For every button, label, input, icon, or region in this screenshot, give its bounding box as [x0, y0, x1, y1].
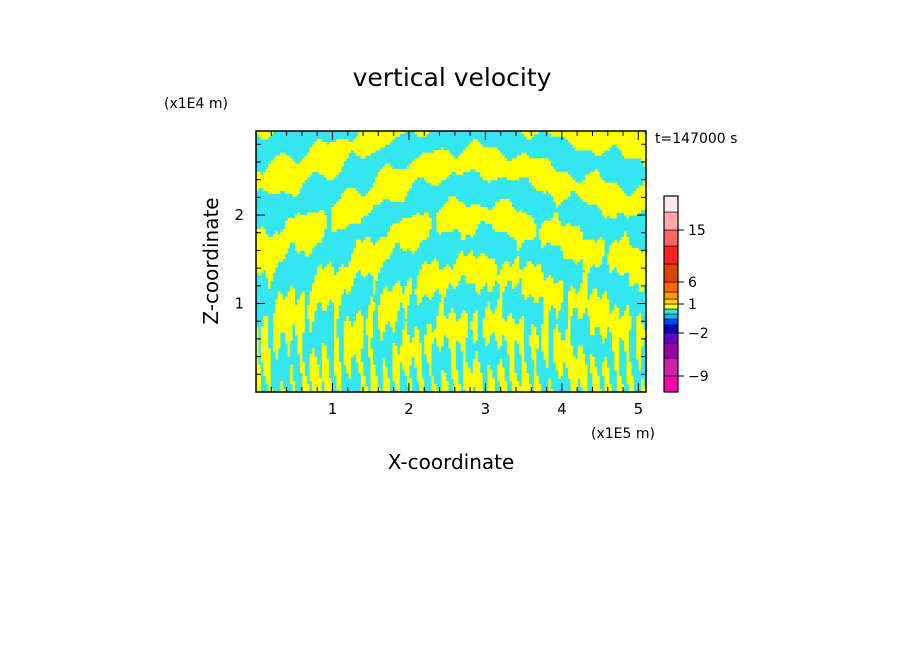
colorbar-swatch: [663, 375, 679, 393]
colorbar-swatch: [663, 298, 679, 305]
y-unit-label: (x1E4 m): [164, 96, 228, 112]
colorbar-swatch: [663, 211, 679, 231]
x-tick-label: 4: [557, 400, 567, 418]
colorbar-swatch: [663, 342, 679, 359]
x-tick-label: 1: [328, 400, 338, 418]
time-label: t=147000 s: [655, 131, 737, 147]
y-axis-ticks: 12: [234, 143, 646, 375]
colorbar-swatch: [663, 313, 679, 320]
colorbar-swatch: [663, 229, 679, 247]
colorbar: 15 6 1 −2 −9: [663, 195, 709, 393]
colorbar-tick-label: 1: [688, 297, 697, 313]
velocity-field: [256, 131, 647, 393]
colorbar-tick-label: −9: [688, 369, 709, 385]
x-tick-label: 3: [481, 400, 491, 418]
x-tick-label: 2: [404, 400, 414, 418]
colorbar-swatch: [663, 291, 679, 300]
colorbar-swatch: [663, 308, 679, 315]
x-axis-label: X-coordinate: [388, 450, 515, 474]
plot-frame: [255, 130, 647, 393]
colorbar-swatch: [663, 324, 679, 334]
field-positive-region: [256, 131, 647, 393]
colorbar-swatch: [663, 318, 679, 326]
colorbar-swatch: [663, 263, 679, 283]
colorbar-swatch: [663, 245, 679, 265]
y-tick-label: 1: [234, 295, 244, 313]
colorbar-swatch: [663, 357, 679, 377]
chart-title: vertical velocity: [353, 63, 552, 92]
y-axis-label: Z-coordinate: [199, 197, 223, 324]
colorbar-swatch: [663, 195, 679, 213]
colorbar-tick-label: 15: [688, 223, 706, 239]
colorbar-swatch: [663, 332, 679, 344]
colorbar-tick-label: 6: [688, 275, 697, 291]
colorbar-swatch: [663, 303, 679, 310]
x-unit-label: (x1E5 m): [591, 426, 655, 442]
colorbar-swatch: [663, 281, 679, 293]
x-axis-ticks: 1 2 3 4 5: [270, 131, 644, 418]
y-tick-label: 2: [234, 206, 244, 224]
colorbar-tick-label: −2: [688, 326, 709, 342]
x-tick-label: 5: [634, 400, 644, 418]
